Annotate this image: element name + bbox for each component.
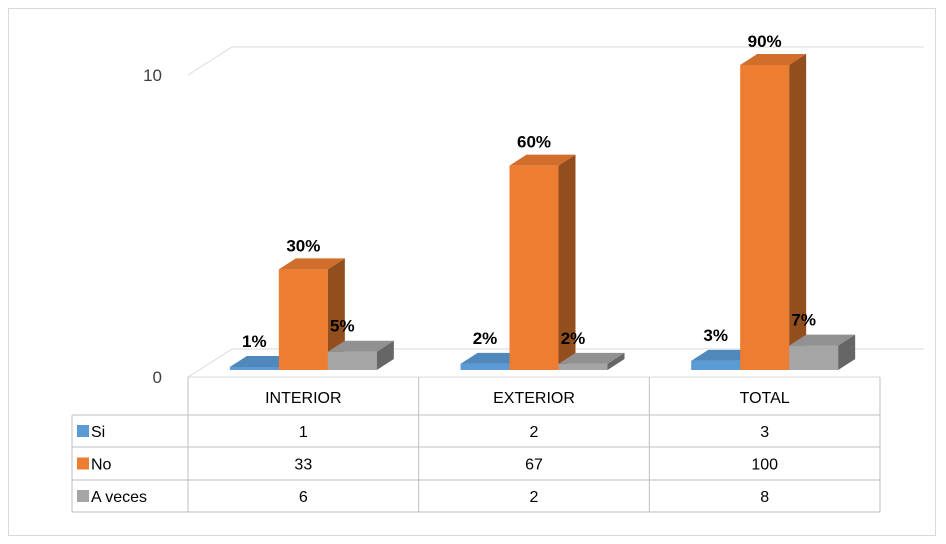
table-cell: 100 xyxy=(751,457,778,474)
y-tick-label: 0 xyxy=(153,368,162,387)
bar-front xyxy=(229,366,279,370)
y-tick-label: 10 xyxy=(143,66,162,85)
bar-top xyxy=(327,340,394,352)
gridline-side xyxy=(187,46,233,76)
data-labels: 1% 30% 5% 2% 60% 2% 3% 90% 7% xyxy=(242,32,816,351)
table-cell: 8 xyxy=(760,489,769,506)
table-cell: 6 xyxy=(299,489,308,506)
x-tick-label: TOTAL xyxy=(740,390,790,407)
bar-front xyxy=(460,363,510,370)
x-tick-label: INTERIOR xyxy=(265,390,341,407)
bar-top xyxy=(558,352,625,364)
bar-side xyxy=(327,258,345,370)
data-label: 2% xyxy=(561,329,586,348)
bar xyxy=(278,258,345,370)
legend-key xyxy=(77,425,89,437)
data-label: 3% xyxy=(703,326,728,345)
data-label: 2% xyxy=(473,329,498,348)
bar xyxy=(740,54,807,370)
data-label: 5% xyxy=(330,317,355,336)
table-cell: 67 xyxy=(525,457,543,474)
table-cell: 2 xyxy=(530,424,539,441)
bar-front xyxy=(691,360,741,370)
bar-top xyxy=(509,154,576,166)
legend-label: No xyxy=(91,457,112,474)
data-label: 60% xyxy=(517,133,551,152)
bar xyxy=(327,340,394,370)
bar xyxy=(509,154,576,370)
legend-label: A veces xyxy=(91,489,147,506)
data-label: 1% xyxy=(242,332,267,351)
bar-front xyxy=(558,363,608,370)
table-cell: 3 xyxy=(760,424,769,441)
table-cell: 33 xyxy=(294,457,312,474)
legend-label: Si xyxy=(91,424,105,441)
table-cell: 1 xyxy=(299,424,308,441)
bar-top xyxy=(789,334,856,346)
y-axis-ticks: 0102030405060708090100 xyxy=(143,66,162,387)
bar-top xyxy=(740,54,807,65)
bar-side xyxy=(607,352,625,370)
bar-side xyxy=(376,340,394,370)
bar-side xyxy=(789,54,807,370)
bar xyxy=(789,334,856,370)
data-table: INTERIOR EXTERIOR TOTAL Si 1 2 3 No 33 67 100 A vec… xyxy=(71,377,881,513)
bar-front xyxy=(789,345,839,370)
bars xyxy=(229,54,856,370)
bar-side xyxy=(838,334,856,370)
bar-front xyxy=(740,65,790,370)
data-label: 7% xyxy=(791,311,816,330)
data-label: 90% xyxy=(748,32,782,51)
bar-front xyxy=(278,269,328,370)
bar-front xyxy=(509,165,559,370)
legend-key xyxy=(77,490,89,502)
bar-front xyxy=(327,351,377,370)
data-label: 30% xyxy=(286,236,320,255)
bar-top xyxy=(278,258,345,270)
x-tick-label: EXTERIOR xyxy=(493,390,575,407)
table-cell: 2 xyxy=(530,489,539,506)
legend-key xyxy=(77,457,89,470)
bar xyxy=(558,352,625,370)
bar-side xyxy=(558,154,576,370)
gridline-side xyxy=(187,348,233,378)
